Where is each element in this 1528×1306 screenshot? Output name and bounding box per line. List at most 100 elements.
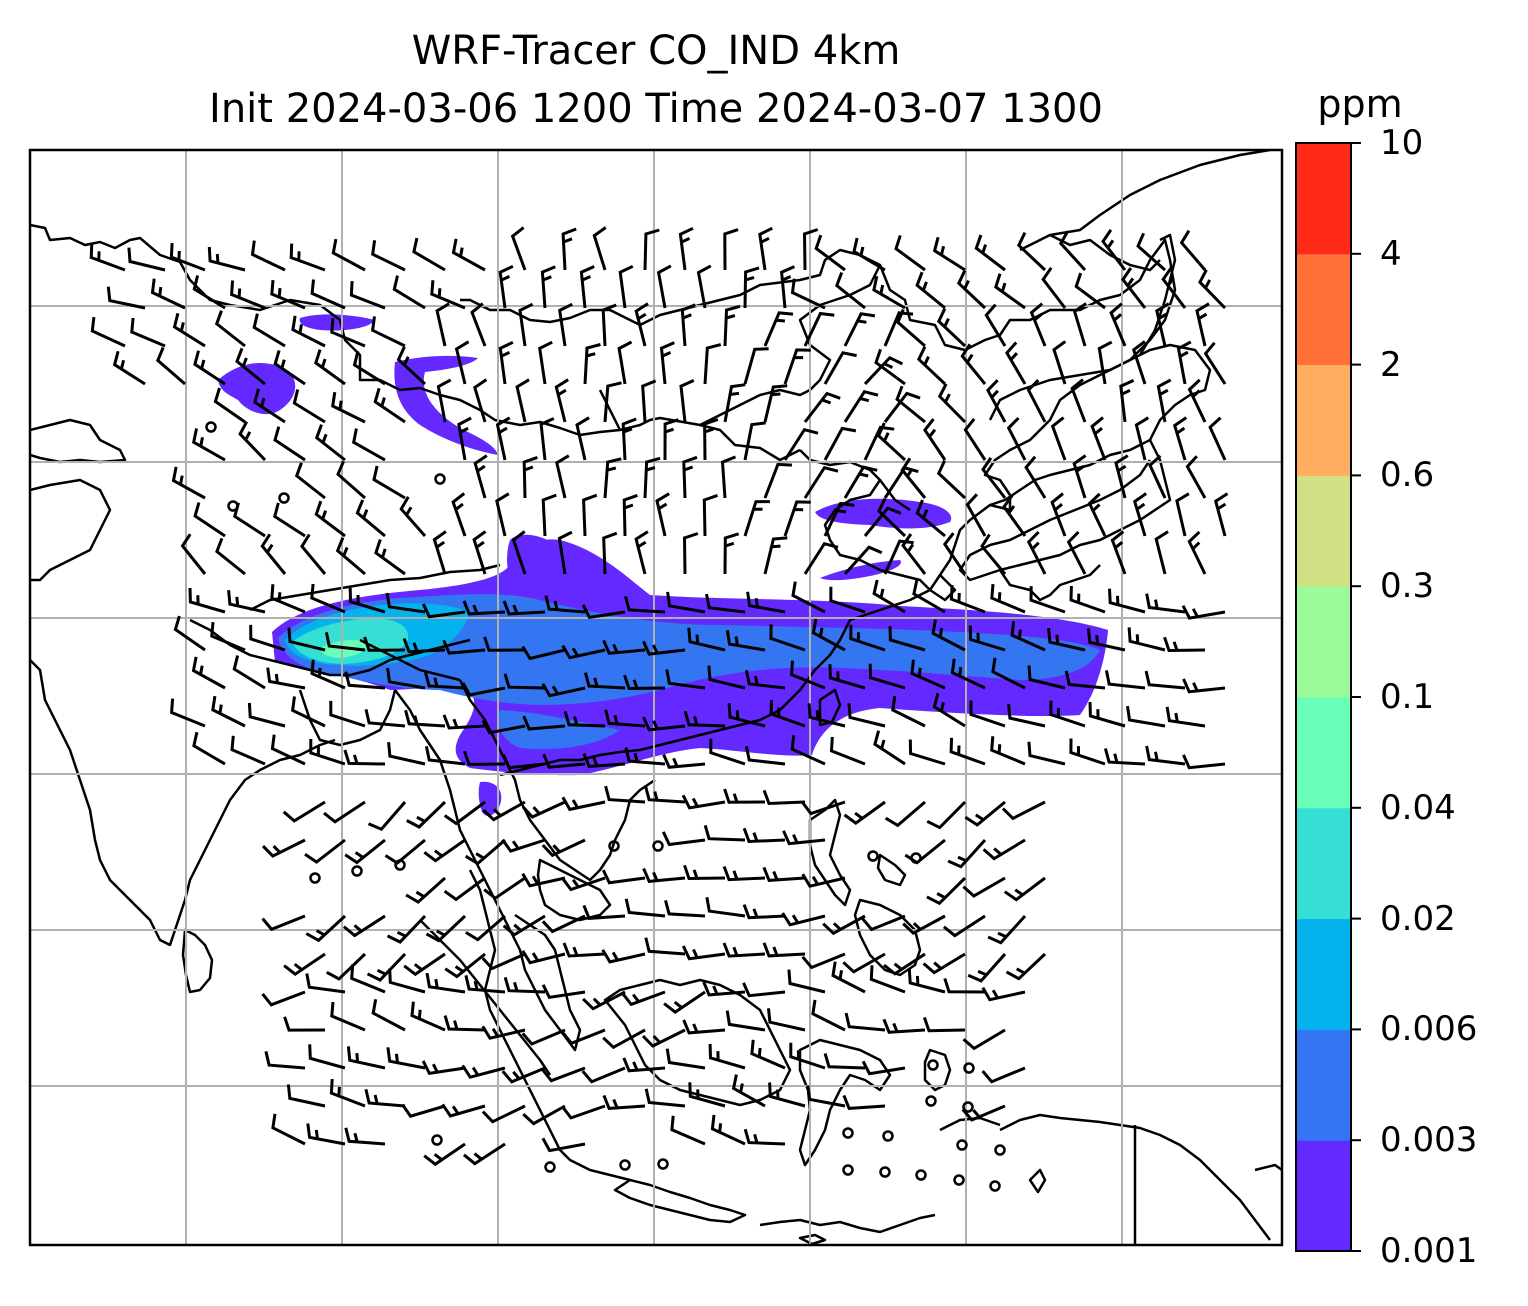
wind-barb [250, 240, 286, 272]
wind-barb [554, 378, 569, 423]
wind-barb [763, 311, 794, 347]
wind-barb [521, 645, 566, 661]
wind-barb [399, 496, 427, 537]
wind-barb [495, 416, 511, 461]
wind-barb [888, 625, 926, 652]
wind-barb [473, 454, 488, 499]
wind-barb [1050, 416, 1067, 461]
wind-barb [502, 600, 546, 616]
wind-barb [1203, 341, 1227, 385]
wind-barb [702, 981, 746, 997]
wind-barb [541, 838, 586, 858]
colorbar-segment [1296, 807, 1351, 920]
wind-barb [915, 499, 946, 538]
wind-barb [1097, 340, 1113, 385]
wind-barb [683, 864, 726, 881]
wind-barb [227, 590, 266, 614]
wind-barb [1163, 636, 1206, 653]
wind-barb [1069, 738, 1106, 766]
wind-barb [330, 318, 366, 348]
wind-barb [802, 228, 819, 271]
wind-barb [984, 303, 1007, 347]
wind-barb [425, 914, 467, 943]
wind-barb [273, 426, 306, 462]
colorbar-segment [1296, 364, 1351, 476]
wind-barb [602, 1028, 646, 1050]
wind-barb [990, 736, 1026, 766]
wind-barb [801, 800, 846, 816]
wind-barb [1005, 952, 1047, 981]
wind-barb [106, 286, 146, 310]
wind-barb [1003, 876, 1046, 902]
wind-barb [384, 838, 426, 865]
wind-barb [541, 1066, 586, 1083]
wind-barb [642, 867, 686, 883]
wind-barbs [89, 226, 1229, 1192]
wind-barb [603, 381, 622, 423]
wind-barb [579, 265, 595, 309]
wind-barb [655, 492, 670, 537]
wind-barb [498, 264, 514, 309]
wind-barb [742, 904, 786, 920]
wind-barb [495, 492, 510, 537]
wind-barb [1145, 593, 1186, 614]
wind-barb [457, 416, 472, 461]
wind-barb [601, 949, 646, 964]
wind-barb [1072, 454, 1087, 499]
wind-barb [969, 700, 1006, 728]
wind-barb [396, 346, 427, 386]
wind-barb [656, 264, 672, 309]
wind-barb [1154, 530, 1169, 575]
wind-barb [621, 417, 637, 461]
wind-barb [742, 982, 786, 998]
colorbar-segment [1296, 918, 1351, 1030]
wind-barb [877, 497, 907, 538]
wind-barb [465, 914, 506, 942]
wind-barb [470, 302, 487, 347]
wind-barb [641, 379, 657, 423]
wind-barb [314, 349, 346, 386]
colorbar-tick-label: 0.3 [1380, 566, 1435, 607]
wind-barb [583, 343, 601, 385]
wind-barb [308, 1044, 346, 1070]
wind-barb [844, 1012, 886, 1032]
wind-barb [835, 271, 866, 310]
wind-barb [442, 639, 486, 655]
wind-barb [1047, 627, 1086, 652]
wind-barb [421, 603, 466, 619]
wind-barb [233, 502, 266, 538]
calm-wind-marker [910, 852, 922, 864]
wind-barb [682, 1019, 726, 1035]
wind-barb [842, 952, 886, 974]
wind-barb [710, 1114, 746, 1146]
wind-barb [896, 308, 926, 348]
wind-barb [522, 1104, 566, 1126]
wind-barb [386, 1047, 426, 1070]
wind-barb [410, 1001, 446, 1032]
wind-barb [621, 990, 666, 1007]
calm-wind-marker [351, 865, 363, 877]
wind-barb [604, 785, 646, 804]
wind-barb [561, 1028, 606, 1046]
wind-barb [1132, 492, 1148, 537]
colorbar-segment [1296, 1140, 1351, 1252]
wind-barb [861, 1060, 906, 1076]
wind-barb [300, 533, 327, 575]
wind-barb [112, 350, 146, 386]
colorbar-segment [1296, 586, 1351, 698]
wind-barb [682, 455, 698, 499]
wind-barb [789, 1042, 826, 1070]
wind-barb [982, 838, 1026, 861]
wind-barb [169, 243, 206, 272]
wind-barb [541, 984, 586, 1000]
wind-barb [1066, 530, 1087, 575]
wind-barb [915, 271, 946, 310]
wind-barb [895, 385, 926, 424]
colorbar-unit-label: ppm [1317, 82, 1403, 126]
wind-barb [271, 1113, 306, 1146]
wind-barb [791, 581, 826, 614]
wind-barb [1101, 229, 1127, 271]
calm-wind-marker [842, 1164, 854, 1176]
wind-barb [306, 1123, 346, 1146]
wind-barb [282, 800, 326, 823]
